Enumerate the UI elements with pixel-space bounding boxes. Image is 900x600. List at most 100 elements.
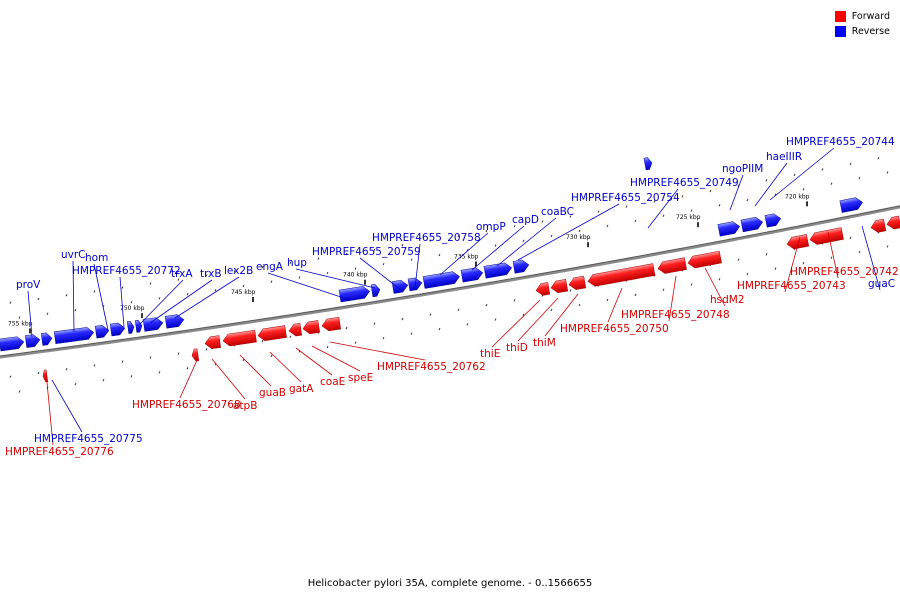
gene-label[interactable]: gatA <box>289 383 314 395</box>
forward-gene[interactable] <box>786 234 810 250</box>
forward-gene[interactable] <box>587 263 656 288</box>
gene-label[interactable]: HMPREF4655_20749 <box>630 177 739 189</box>
tick-mark <box>821 168 824 171</box>
gene-label[interactable]: HMPREF4655_20759 <box>312 246 421 258</box>
gene-label[interactable]: proV <box>16 279 41 291</box>
forward-gene-arrow <box>257 325 287 342</box>
reverse-gene[interactable] <box>24 334 41 348</box>
gene-label[interactable]: coaE <box>320 376 345 388</box>
reverse-gene-arrow <box>53 327 94 344</box>
gene-label[interactable]: HMPREF4655_20742 <box>790 266 899 278</box>
forward-gene[interactable] <box>535 282 551 296</box>
gene-label[interactable]: HMPREF4655_20775 <box>34 433 143 445</box>
reverse-gene[interactable] <box>839 196 864 213</box>
gene-label[interactable]: atpB <box>233 400 257 412</box>
gene-label[interactable]: HMPREF4655_20750 <box>560 323 669 335</box>
reverse-gene[interactable] <box>164 314 185 329</box>
reverse-gene[interactable] <box>391 279 409 294</box>
gene-label[interactable]: HMPREF4655_20768 <box>132 399 241 411</box>
forward-gene[interactable] <box>687 250 722 269</box>
forward-gene[interactable] <box>321 316 341 332</box>
reverse-gene[interactable] <box>134 319 143 333</box>
tick-mark <box>317 257 320 260</box>
reverse-gene[interactable] <box>126 321 135 334</box>
forward-gene[interactable] <box>302 320 321 335</box>
gene-label[interactable]: HMPREF4655_20748 <box>621 309 730 321</box>
reverse-gene[interactable] <box>40 332 53 346</box>
forward-gene[interactable] <box>204 335 221 350</box>
reverse-gene[interactable] <box>512 259 530 274</box>
forward-gene[interactable] <box>568 275 587 291</box>
gene-label[interactable]: guaC <box>868 278 895 290</box>
gene-label[interactable]: haeIIIR <box>766 151 802 163</box>
reverse-gene[interactable] <box>740 216 764 233</box>
reverse-gene[interactable] <box>407 277 423 292</box>
forward-gene[interactable] <box>809 227 844 246</box>
reverse-gene[interactable] <box>460 267 484 283</box>
gene-label[interactable]: engA <box>256 261 284 273</box>
reverse-gene[interactable] <box>109 322 126 337</box>
tick-mark <box>569 215 572 218</box>
reverse-gene[interactable] <box>483 262 513 279</box>
coordinate-label: 725 kbp <box>676 214 701 221</box>
gene-label[interactable]: HMPREF4655_20744 <box>786 136 895 148</box>
reverse-gene[interactable] <box>370 284 381 298</box>
forward-gene[interactable] <box>657 257 687 275</box>
gene-label[interactable]: guaB <box>259 387 286 399</box>
gene-label[interactable]: HMPREF4655_20758 <box>372 232 481 244</box>
gene-label[interactable]: ompP <box>476 221 506 233</box>
gene-label[interactable]: coaBC <box>541 206 574 218</box>
tick-mark <box>18 316 21 319</box>
forward-gene[interactable] <box>550 278 569 294</box>
label-leader-line <box>517 297 559 342</box>
forward-gene[interactable] <box>222 329 257 347</box>
reverse-gene[interactable] <box>0 336 25 352</box>
reverse-gene[interactable] <box>643 157 653 171</box>
forward-gene[interactable] <box>257 325 287 342</box>
gene-label[interactable]: trxB <box>200 268 222 280</box>
reverse-gene[interactable] <box>422 271 460 289</box>
tick-mark <box>858 176 861 180</box>
gene-label[interactable]: HMPREF4655_20762 <box>377 361 486 373</box>
gene-label[interactable]: capD <box>512 214 539 226</box>
tick-mark <box>177 352 180 355</box>
reverse-gene[interactable] <box>53 327 94 344</box>
label-leader-line <box>72 260 75 333</box>
gene-label[interactable]: thiM <box>533 337 556 349</box>
gene-label[interactable]: thiD <box>506 342 528 354</box>
gene-label[interactable]: uvrC <box>61 249 86 261</box>
tick-mark <box>858 250 861 254</box>
gene-label[interactable]: HMPREF4655_20772 <box>72 265 181 277</box>
tick-mark <box>102 378 105 382</box>
legend-item-forward[interactable]: Forward <box>834 9 890 24</box>
gene-label[interactable]: HMPREF4655_20754 <box>571 192 680 204</box>
tick-mark <box>485 303 488 307</box>
tick-mark <box>606 298 609 302</box>
forward-gene-arrow <box>587 263 656 287</box>
gene-label[interactable]: thiE <box>480 348 500 360</box>
gene-label[interactable]: hom <box>85 252 108 264</box>
gene-label[interactable]: HMPREF4655_20743 <box>737 280 846 292</box>
gene-label[interactable]: speE <box>348 372 373 384</box>
gene-label[interactable]: hsdM2 <box>710 294 745 306</box>
gene-label[interactable]: trxA <box>171 268 193 280</box>
forward-gene[interactable] <box>288 322 303 337</box>
reverse-gene-arrow <box>0 336 25 352</box>
gene-label[interactable]: HMPREF4655_20776 <box>5 446 114 458</box>
reverse-gene[interactable] <box>142 317 164 332</box>
coordinate-label: 735 kbp <box>454 254 479 261</box>
reverse-gene[interactable] <box>717 221 741 237</box>
gene-label[interactable]: lex2B <box>224 265 253 277</box>
gene-label[interactable]: ngoPIIM <box>722 163 763 175</box>
forward-gene[interactable] <box>870 218 887 234</box>
forward-gene[interactable] <box>886 215 900 230</box>
reverse-gene[interactable] <box>94 324 110 339</box>
reverse-gene[interactable] <box>338 285 371 303</box>
tick-mark <box>737 258 740 261</box>
tick-mark <box>625 205 628 208</box>
forward-gene[interactable] <box>191 348 200 362</box>
legend-item-reverse[interactable]: Reverse <box>834 24 890 39</box>
genome-backbone <box>0 205 900 359</box>
gene-label[interactable]: hup <box>287 257 307 269</box>
reverse-gene[interactable] <box>764 213 782 228</box>
